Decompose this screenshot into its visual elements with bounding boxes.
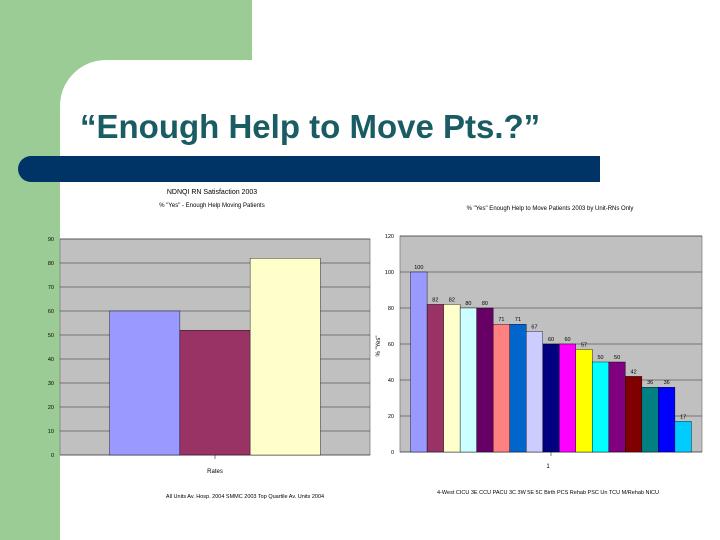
data-label: 50 bbox=[614, 355, 620, 361]
y-tick-label: 10 bbox=[48, 429, 54, 435]
bar-pacu bbox=[476, 307, 494, 453]
chart2-legend: 4-West CICU 3E CCU PACU 3C 3W 5E 5C Birt… bbox=[437, 490, 659, 496]
data-label: 82 bbox=[432, 297, 438, 303]
bar-nicu bbox=[674, 421, 692, 453]
y-tick-label: 40 bbox=[48, 357, 54, 363]
bar-3c bbox=[492, 323, 510, 453]
data-label: 71 bbox=[515, 317, 521, 323]
data-label: 71 bbox=[498, 317, 504, 323]
data-label: 67 bbox=[531, 324, 537, 330]
bar-smmc-2003 bbox=[179, 329, 251, 456]
y-tick-label: 80 bbox=[48, 261, 54, 267]
data-label: 82 bbox=[449, 297, 455, 303]
y-tick-label: 120 bbox=[385, 234, 394, 240]
y-tick-label: 0 bbox=[51, 453, 54, 459]
slide-title: “Enough Help to Move Pts.?” bbox=[80, 108, 541, 145]
bar-psc bbox=[608, 361, 626, 453]
data-label: 80 bbox=[465, 301, 471, 307]
data-label: 50 bbox=[598, 355, 604, 361]
y-tick-label: 0 bbox=[391, 450, 394, 456]
rn-satisfaction-chart: NDNQI RN Satisfaction 2003 % "Yes" - Eno… bbox=[48, 189, 371, 500]
chart1-xlabel: Rates bbox=[207, 469, 223, 475]
y-tick-label: 60 bbox=[388, 342, 394, 348]
unit-rn-chart: % "Yes" Enough Help to Move Patients 200… bbox=[376, 206, 703, 496]
y-tick-label: 50 bbox=[48, 333, 54, 339]
y-tick-label: 60 bbox=[48, 309, 54, 315]
bar-3e bbox=[443, 304, 461, 453]
bar-un bbox=[625, 376, 643, 453]
chart1-legend: All Units Av. Hosp. 2004 SMMC 2003 Top Q… bbox=[166, 494, 324, 500]
y-tick-label: 40 bbox=[388, 378, 394, 384]
data-label: 100 bbox=[414, 265, 423, 271]
bar-birth bbox=[559, 343, 576, 453]
data-label: 80 bbox=[482, 301, 488, 307]
data-label: 60 bbox=[564, 337, 570, 343]
bar-top-quartile-av-units-2004 bbox=[249, 257, 321, 456]
y-tick-label: 20 bbox=[388, 414, 394, 420]
bar-3w bbox=[509, 323, 527, 453]
data-label: 42 bbox=[631, 369, 637, 375]
bar-5e bbox=[526, 331, 543, 453]
bar-5c bbox=[542, 343, 560, 453]
bar-tcu bbox=[641, 386, 659, 453]
data-label: 57 bbox=[581, 342, 587, 348]
bar-pcs bbox=[575, 349, 593, 453]
bar-ccu bbox=[459, 307, 477, 453]
y-tick-label: 90 bbox=[48, 237, 54, 243]
data-label: 36 bbox=[647, 380, 653, 386]
bar-all-units-av-hosp-2004 bbox=[109, 310, 181, 456]
chart1-subtitle: % "Yes" - Enough Help Moving Patients bbox=[159, 203, 264, 209]
y-tick-label: 70 bbox=[48, 285, 54, 291]
y-tick-label: 100 bbox=[385, 270, 394, 276]
y-tick-label: 80 bbox=[388, 306, 394, 312]
bar-rehab bbox=[592, 361, 610, 453]
bar-4-west bbox=[410, 271, 428, 453]
chart1-title: NDNQI RN Satisfaction 2003 bbox=[167, 189, 257, 196]
chart2-title: % "Yes" Enough Help to Move Patients 200… bbox=[467, 206, 634, 212]
data-label: 17 bbox=[680, 414, 686, 420]
data-label: 36 bbox=[664, 380, 670, 386]
chart2-xlabel: 1 bbox=[546, 464, 550, 470]
chart2-plot-area: 0 20 40 60 80 100 120 100 82 82 80 80 71 71 67 60 60 57 50… bbox=[385, 234, 703, 456]
bar-cicu bbox=[426, 304, 444, 453]
chart2-ylabel: % "Yes" bbox=[376, 335, 382, 356]
chart1-plot-area: 0 10 20 30 40 50 60 70 80 90 bbox=[48, 237, 371, 459]
y-tick-label: 30 bbox=[48, 381, 54, 387]
y-tick-label: 20 bbox=[48, 405, 54, 411]
bar-m-rehab bbox=[658, 386, 676, 453]
data-label: 60 bbox=[548, 337, 554, 343]
title-underline-bar bbox=[18, 156, 600, 182]
